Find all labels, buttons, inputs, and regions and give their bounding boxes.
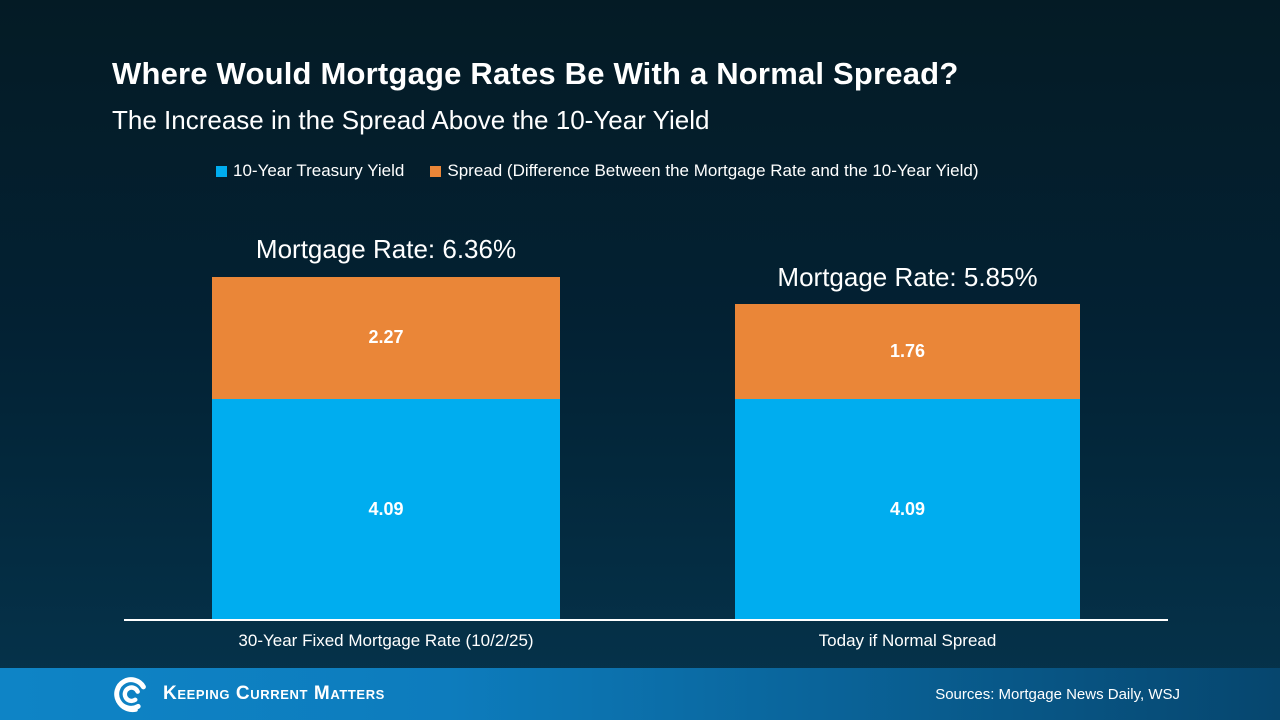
page-subtitle: The Increase in the Spread Above the 10-…	[112, 105, 710, 135]
page-title: Where Would Mortgage Rates Be With a Nor…	[112, 56, 959, 91]
legend-item-treasury: 10-Year Treasury Yield	[216, 161, 404, 181]
legend-label-treasury: 10-Year Treasury Yield	[233, 161, 405, 180]
legend-label-spread: Spread (Difference Between the Mortgage …	[447, 161, 979, 180]
bar-segment-spread-current: 2.27	[212, 276, 560, 400]
sources-text: Sources: Mortgage News Daily, WSJ	[935, 685, 1180, 703]
category-label-normal-spread: Today if Normal Spread	[818, 631, 997, 650]
kcm-swirl-logo-icon	[110, 673, 152, 715]
category-label-current: 30-Year Fixed Mortgage Rate (10/2/25)	[238, 631, 534, 650]
value-label-spread-normal: 1.76	[889, 341, 926, 362]
bar-segment-treasury-current: 4.09	[212, 399, 560, 620]
brand-name: Keeping Current Matters	[163, 683, 385, 704]
legend: 10-Year Treasury Yield Spread (Differenc…	[216, 161, 979, 181]
bar-segment-spread-normal: 1.76	[735, 304, 1080, 400]
footer-bar: Keeping Current Matters Sources: Mortgag…	[0, 668, 1280, 720]
value-label-treasury-current: 4.09	[368, 499, 404, 520]
legend-item-spread: Spread (Difference Between the Mortgage …	[430, 161, 979, 181]
bar-segment-treasury-normal: 4.09	[735, 399, 1080, 620]
x-axis-line	[124, 619, 1168, 621]
stacked-bar-current: 2.27 4.09	[212, 276, 560, 620]
bar-title-normal-spread-rate: Mortgage Rate: 5.85%	[777, 262, 1038, 292]
legend-swatch-orange-icon	[430, 165, 442, 177]
value-label-spread-current: 2.27	[368, 327, 404, 348]
stacked-bar-normal-spread: 1.76 4.09	[735, 304, 1080, 620]
legend-swatch-blue-icon	[216, 165, 227, 177]
bar-title-current-rate: Mortgage Rate: 6.36%	[255, 234, 517, 264]
value-label-treasury-normal: 4.09	[889, 499, 926, 520]
